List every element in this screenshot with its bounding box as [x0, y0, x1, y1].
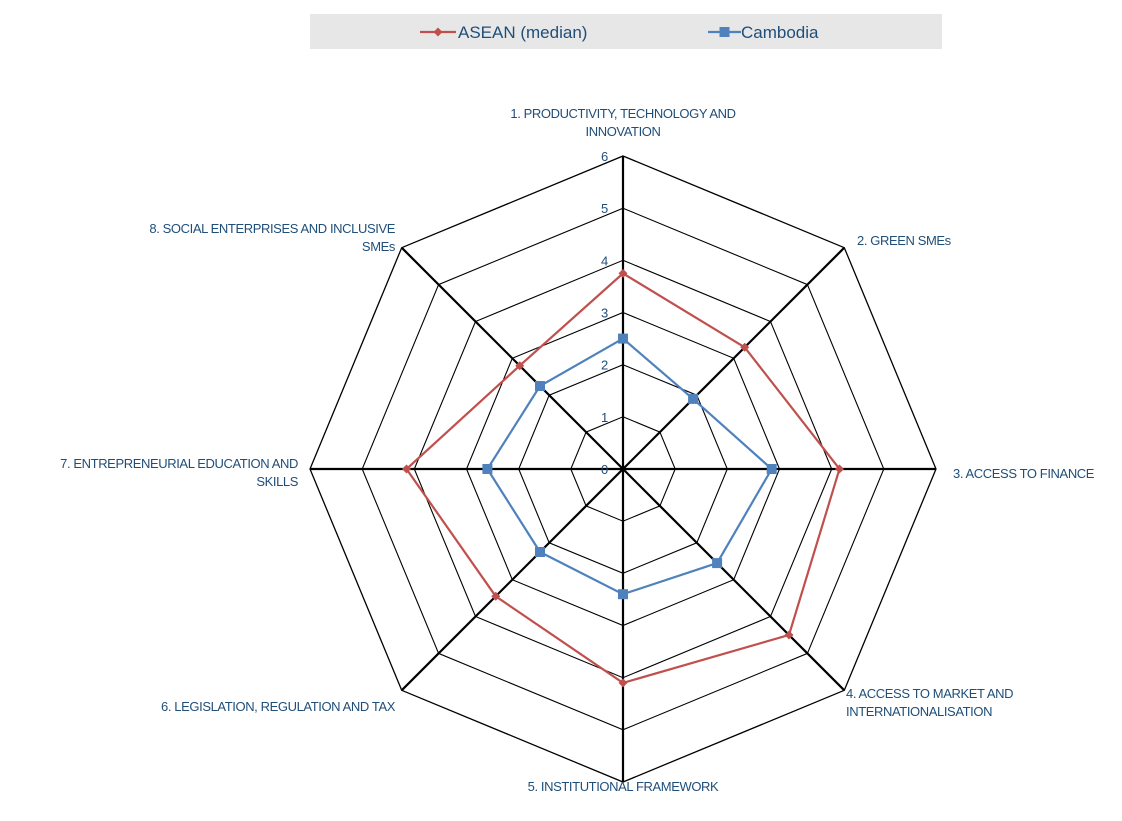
tick-label: 4 — [601, 253, 608, 268]
tick-label: 5 — [601, 201, 608, 216]
tick-label: 2 — [601, 358, 608, 373]
series-cambodia — [482, 333, 777, 600]
tick-label: 0 — [601, 462, 608, 477]
data-point — [618, 333, 628, 344]
legend-label: Cambodia — [741, 23, 819, 42]
tick-label: 3 — [601, 306, 608, 321]
data-point — [688, 393, 699, 404]
axis-label-4: 4. ACCESS TO MARKET AND INTERNATIONALISAT… — [846, 686, 1013, 719]
legend: ASEAN (median) Cambodia — [310, 14, 942, 49]
tick-label: 1 — [601, 410, 608, 425]
data-point — [535, 547, 545, 557]
data-point — [535, 381, 545, 391]
data-point — [618, 268, 628, 278]
legend-label: ASEAN (median) — [458, 23, 587, 42]
data-point — [618, 589, 628, 600]
tick-label: 6 — [601, 149, 608, 164]
axis-label-7: 7. ENTREPRENEURIAL EDUCATION AND SKILLS — [60, 456, 299, 489]
legend-swatch-marker — [433, 27, 443, 37]
axis-label-2: 2. GREEN SMEs — [857, 233, 952, 248]
axis-label-8: 8. SOCIAL ENTERPRISES AND INCLUSIVE SMEs — [149, 221, 396, 254]
data-point — [740, 342, 750, 352]
data-point — [834, 464, 844, 474]
legend-background — [310, 14, 942, 49]
axis-label-5: 5. INSTITUTIONAL FRAMEWORK — [528, 779, 719, 794]
spoke-6 — [400, 468, 624, 692]
data-point — [482, 464, 493, 474]
data-point — [402, 464, 412, 474]
spoke-8 — [400, 246, 624, 470]
data-point — [491, 591, 501, 601]
legend-item: ASEAN (median) — [420, 23, 587, 42]
legend-swatch-marker — [719, 27, 730, 37]
data-point — [515, 361, 525, 371]
radar-spokes — [310, 156, 936, 782]
radar-axis-labels: 1. PRODUCTIVITY, TECHNOLOGY AND INNOVATIO… — [60, 106, 1095, 794]
data-point — [712, 558, 723, 569]
legend-item: Cambodia — [708, 23, 819, 42]
radar-tick-labels: 0 1 2 3 4 5 6 — [601, 149, 608, 477]
spoke-2 — [622, 246, 846, 470]
data-point — [618, 678, 628, 688]
axis-label-6: 6. LEGISLATION, REGULATION AND TAX — [161, 699, 396, 714]
axis-label-1: 1. PRODUCTIVITY, TECHNOLOGY AND INNOVATIO… — [510, 106, 735, 139]
data-point — [784, 630, 794, 640]
axis-label-3: 3. ACCESS TO FINANCE — [953, 466, 1095, 481]
series-asean-median — [402, 268, 844, 688]
radar-series — [402, 268, 844, 688]
data-point — [766, 464, 777, 474]
spoke-4 — [622, 468, 846, 692]
